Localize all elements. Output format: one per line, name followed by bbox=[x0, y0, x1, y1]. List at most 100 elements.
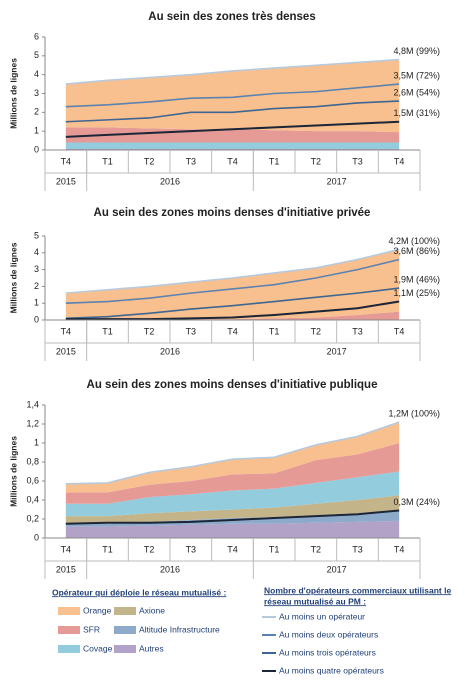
legend-swatch bbox=[58, 607, 80, 615]
y-tick-label: 0 bbox=[34, 144, 39, 154]
y-tick-label: 1,2 bbox=[26, 418, 39, 428]
x-tick-label: T1 bbox=[269, 544, 280, 554]
line bbox=[65, 83, 400, 108]
x-tick-label: T2 bbox=[144, 156, 155, 166]
year-label: 2015 bbox=[56, 346, 76, 356]
area bbox=[65, 127, 400, 143]
x-tick-label: T4 bbox=[61, 544, 72, 554]
end-label: 1,5M (31%) bbox=[393, 108, 440, 118]
legend-swatch bbox=[114, 607, 136, 615]
legend-swatch bbox=[114, 645, 136, 653]
y-tick-label: 0 bbox=[34, 532, 39, 542]
line bbox=[65, 100, 400, 123]
legend-swatch bbox=[114, 626, 136, 634]
y-tick-label: 1 bbox=[34, 437, 39, 447]
area bbox=[65, 142, 400, 150]
area bbox=[65, 422, 400, 493]
end-label: 2,6M (54%) bbox=[393, 87, 440, 97]
y-tick-label: 2 bbox=[34, 107, 39, 117]
legend-label: Autres bbox=[139, 643, 164, 653]
y-tick-label: 2 bbox=[34, 281, 39, 291]
year-label: 2017 bbox=[327, 564, 347, 574]
line bbox=[65, 287, 400, 320]
y-tick-label: 0,2 bbox=[26, 513, 39, 523]
x-tick-label: T2 bbox=[311, 544, 322, 554]
legend-label: Altitude Infrastructure bbox=[139, 624, 220, 634]
x-tick-label: T1 bbox=[102, 326, 113, 336]
end-label: 1,9M (46%) bbox=[393, 274, 440, 284]
end-label: 1,2M (100%) bbox=[388, 408, 440, 418]
line bbox=[65, 300, 400, 321]
line bbox=[65, 421, 400, 485]
x-tick-label: T3 bbox=[186, 326, 197, 336]
end-label: 3,6M (86%) bbox=[393, 246, 440, 256]
end-label: 4,8M (99%) bbox=[393, 46, 440, 56]
y-tick-label: 1 bbox=[34, 126, 39, 136]
x-tick-label: T3 bbox=[352, 544, 363, 554]
x-tick-label: T4 bbox=[394, 156, 405, 166]
x-tick-label: T3 bbox=[352, 156, 363, 166]
y-axis-label: Millions de lignes bbox=[8, 242, 18, 313]
legend-title: réseau mutualisé au PM : bbox=[264, 596, 366, 606]
chart-title: Au sein des zones moins denses d'initiat… bbox=[94, 207, 371, 219]
year-label: 2015 bbox=[56, 564, 76, 574]
y-tick-label: 0 bbox=[34, 314, 39, 324]
y-tick-label: 3 bbox=[34, 264, 39, 274]
x-tick-label: T1 bbox=[269, 326, 280, 336]
legend-label: SFR bbox=[83, 624, 100, 634]
y-axis-label: Millions de lignes bbox=[8, 58, 18, 129]
end-label: 4,2M (100%) bbox=[388, 236, 440, 246]
legend-title: Nombre d'opérateurs commerciaux utilisan… bbox=[264, 585, 451, 595]
x-tick-label: T3 bbox=[186, 156, 197, 166]
x-tick-label: T4 bbox=[227, 156, 238, 166]
x-tick-label: T2 bbox=[144, 544, 155, 554]
x-tick-label: T2 bbox=[311, 156, 322, 166]
end-label: 1,1M (25%) bbox=[393, 288, 440, 298]
area bbox=[65, 471, 400, 517]
x-tick-label: T4 bbox=[61, 326, 72, 336]
area bbox=[65, 443, 400, 504]
y-tick-label: 6 bbox=[34, 31, 39, 41]
x-tick-label: T4 bbox=[61, 156, 72, 166]
area bbox=[65, 311, 400, 320]
year-label: 2017 bbox=[327, 346, 347, 356]
legend-label: Au moins un opérateur bbox=[279, 611, 365, 621]
legend-swatch bbox=[58, 645, 80, 653]
year-label: 2017 bbox=[327, 176, 347, 186]
y-tick-label: 1 bbox=[34, 298, 39, 308]
year-label: 2015 bbox=[56, 176, 76, 186]
y-tick-label: 5 bbox=[34, 230, 39, 240]
legend-label: Au moins quatre opérateurs bbox=[279, 665, 384, 675]
year-label: 2016 bbox=[160, 176, 180, 186]
chart-title: Au sein des zones moins denses d'initiat… bbox=[87, 379, 378, 391]
x-tick-label: T4 bbox=[394, 326, 405, 336]
y-tick-label: 3 bbox=[34, 88, 39, 98]
y-tick-label: 1,4 bbox=[26, 399, 39, 409]
x-tick-label: T2 bbox=[311, 326, 322, 336]
x-tick-label: T3 bbox=[186, 544, 197, 554]
y-tick-label: 4 bbox=[34, 69, 39, 79]
line bbox=[65, 120, 400, 138]
y-tick-label: 0,6 bbox=[26, 475, 39, 485]
area bbox=[65, 249, 400, 320]
y-tick-label: 0,4 bbox=[26, 494, 39, 504]
y-tick-label: 5 bbox=[34, 50, 39, 60]
x-tick-label: T1 bbox=[269, 156, 280, 166]
y-tick-label: 0,8 bbox=[26, 456, 39, 466]
x-tick-label: T3 bbox=[352, 326, 363, 336]
x-tick-label: T2 bbox=[144, 326, 155, 336]
area bbox=[65, 520, 400, 538]
line bbox=[65, 248, 400, 294]
year-label: 2016 bbox=[160, 564, 180, 574]
year-label: 2016 bbox=[160, 346, 180, 356]
x-tick-label: T1 bbox=[102, 544, 113, 554]
line bbox=[65, 58, 400, 85]
legend-swatch bbox=[58, 626, 80, 634]
x-tick-label: T4 bbox=[227, 326, 238, 336]
legend-label: Axione bbox=[139, 605, 165, 615]
legend-title: Opérateur qui déploie le réseau mutualis… bbox=[52, 587, 226, 597]
legend-label: Au moins deux opérateurs bbox=[279, 629, 378, 639]
line bbox=[65, 509, 400, 525]
legend-label: Au moins trois opérateurs bbox=[279, 647, 376, 657]
